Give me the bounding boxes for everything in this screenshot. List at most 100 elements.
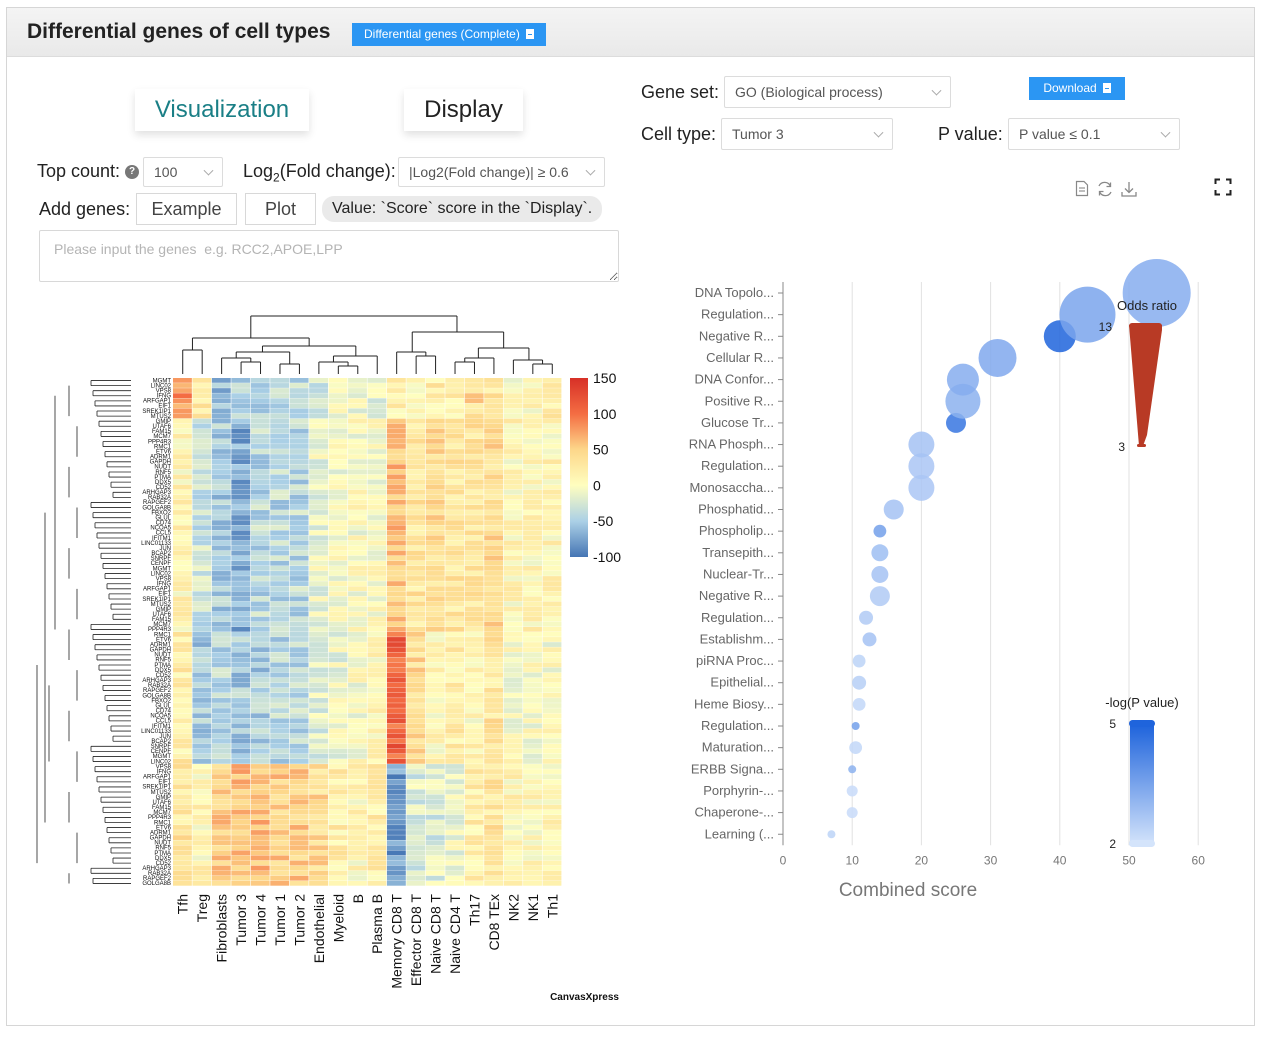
fold-change-select[interactable]: |Log2(Fold change)| ≥ 0.6 [398, 157, 605, 187]
heatmap-cell [192, 494, 212, 500]
row-label: UTAF6 [152, 612, 171, 618]
heatmap-cell [484, 596, 504, 602]
heatmap-cell [309, 505, 328, 510]
genes-input[interactable] [39, 230, 619, 282]
heatmap-cell [503, 642, 523, 647]
heatmap-cell [464, 662, 484, 668]
heatmap-cell [386, 550, 406, 556]
heatmap-cell [289, 809, 309, 815]
heatmap-cell [503, 825, 523, 830]
heatmap-cell [464, 698, 484, 703]
heatmap-cell [367, 840, 387, 846]
heatmap-cell [173, 667, 192, 673]
heatmap-cell [367, 454, 387, 459]
download-button[interactable]: Download [1029, 77, 1125, 100]
example-button[interactable]: Example [136, 193, 237, 225]
heatmap-cell [211, 672, 231, 678]
heatmap-cell [250, 611, 270, 617]
row-label: MGMT [153, 566, 172, 572]
heatmap-cell [386, 621, 406, 627]
heatmap-cell [328, 459, 348, 465]
heatmap-cell [406, 474, 426, 480]
heatmap-cell [464, 418, 484, 424]
heatmap-cell [367, 723, 387, 729]
heatmap-cell [173, 560, 192, 566]
save-image-icon[interactable] [1120, 180, 1138, 198]
top-count-select[interactable]: 100 [143, 157, 223, 187]
heatmap-cell [211, 809, 231, 815]
heatmap-cell [367, 596, 387, 602]
tab-display[interactable]: Display [404, 89, 523, 131]
heatmap-cell [250, 865, 270, 871]
heatmap-cell [386, 753, 406, 759]
heatmap-cell [211, 611, 231, 617]
row-label: LINC02 [151, 571, 172, 577]
heatmap-cell [348, 718, 367, 724]
heatmap-cell [250, 621, 270, 627]
heatmap-cell [250, 723, 270, 729]
fullscreen-icon[interactable] [1214, 178, 1232, 196]
heatmap-cell [464, 555, 484, 561]
tab-visualization[interactable]: Visualization [135, 89, 309, 131]
heatmap-cell [542, 494, 562, 500]
heatmap-cell [445, 571, 465, 576]
heatmap-cell [445, 444, 465, 449]
heatmap-cell [231, 459, 251, 465]
heatmap-cell [367, 403, 387, 409]
heatmap-cell [425, 469, 445, 475]
heatmap-cell [231, 596, 251, 602]
heatmap-cell [328, 403, 348, 409]
heatmap-cell [406, 637, 426, 642]
help-icon[interactable]: ? [125, 165, 139, 179]
heatmap-cell [309, 804, 328, 810]
heatmap-cell [231, 515, 251, 520]
heatmap-cell [270, 672, 290, 678]
heatmap-cell [309, 459, 328, 465]
heatmap-cell [192, 606, 212, 612]
p-value-select[interactable]: P value ≤ 0.1 [1008, 118, 1180, 150]
legend-title: -log(P value) [1105, 695, 1178, 710]
heatmap-cell [464, 692, 484, 698]
heatmap-cell [270, 819, 290, 825]
data-view-icon[interactable] [1075, 180, 1089, 197]
refresh-icon[interactable] [1096, 180, 1114, 198]
heatmap-cell [425, 743, 445, 749]
heatmap-cell [289, 555, 309, 561]
heatmap-cell [386, 662, 406, 668]
heatmap-cell [348, 525, 367, 531]
heatmap-cell [348, 677, 367, 683]
heatmap-cell [425, 698, 445, 703]
heatmap-cell [250, 591, 270, 597]
heatmap-cell [542, 718, 562, 724]
heatmap-cell [289, 423, 309, 429]
plot-button[interactable]: Plot [245, 193, 316, 225]
heatmap-cell [523, 698, 542, 703]
heatmap-cell [231, 545, 251, 551]
heatmap-cell [173, 449, 192, 454]
heatmap-cell [484, 530, 504, 536]
x-axis-title: Combined score [839, 880, 977, 901]
heatmap-cell [503, 626, 523, 632]
heatmap-cell [231, 383, 251, 388]
value-note: Value: `Score` score in the `Display`. [322, 196, 603, 222]
heatmap-cell [523, 418, 542, 424]
heatmap-cell [211, 865, 231, 871]
heatmap-cell [192, 647, 212, 653]
heatmap-cell [484, 560, 504, 566]
bubble [1059, 286, 1116, 343]
column-label: Effector CD8 T [408, 894, 424, 987]
heatmap-cell [445, 621, 465, 627]
complete-download-button[interactable]: Differential genes (Complete) [352, 23, 546, 46]
cell-type-select[interactable]: Tumor 3 [721, 118, 893, 150]
heatmap-cell [309, 433, 328, 439]
heatmap-cell [523, 479, 542, 485]
heatmap-cell [348, 530, 367, 536]
heatmap-cell [406, 408, 426, 414]
heatmap-cell [425, 591, 445, 597]
heatmap-cell [289, 713, 309, 719]
heatmap-cell [367, 398, 387, 404]
heatmap-cell [484, 388, 504, 393]
heatmap-cell [250, 814, 270, 820]
row-label: NUDT [154, 841, 171, 847]
gene-set-select[interactable]: GO (Biological process) [724, 76, 951, 108]
